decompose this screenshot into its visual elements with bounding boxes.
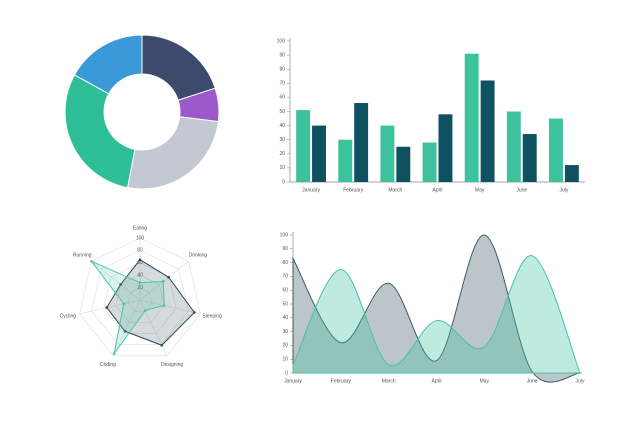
bar xyxy=(438,114,453,182)
radar-point xyxy=(119,283,122,286)
category-label: Coding xyxy=(100,362,116,368)
grid-ring xyxy=(115,274,165,323)
bar xyxy=(354,103,369,182)
bar xyxy=(312,125,326,182)
donut-segment xyxy=(141,34,216,101)
y-tick-label: 60 xyxy=(279,95,285,101)
radar-point xyxy=(112,352,116,355)
area xyxy=(292,255,581,374)
radar-point xyxy=(143,309,147,312)
y-tick-label: 40 xyxy=(279,123,285,129)
y-tick-label: 100 xyxy=(280,232,289,238)
radar-point xyxy=(160,343,164,347)
radar-point xyxy=(138,258,142,262)
x-tick-label: May xyxy=(480,378,490,384)
category-label: Cycling xyxy=(60,313,77,319)
spoke xyxy=(112,299,141,356)
bar xyxy=(522,134,537,182)
area xyxy=(292,234,581,383)
x-tick-label: June xyxy=(516,187,527,193)
radar-point xyxy=(193,311,196,314)
y-tick-label: 20 xyxy=(282,343,288,349)
bar xyxy=(296,110,311,182)
x-tick-label: February xyxy=(331,378,352,384)
radar-point xyxy=(138,281,142,284)
x-tick-label: June xyxy=(527,378,538,384)
y-tick-label: 90 xyxy=(282,246,288,252)
radar-point xyxy=(167,275,170,279)
y-tick-label: 0 xyxy=(285,370,288,376)
y-tick-label: 40 xyxy=(282,315,288,321)
radar-point xyxy=(90,260,93,263)
y-tick-label: 10 xyxy=(282,357,288,363)
y-tick-label: 10 xyxy=(279,165,285,171)
x-tick-label: January xyxy=(302,187,320,193)
radar-point xyxy=(161,280,165,283)
category-label: Designing xyxy=(161,362,183,368)
x-tick-label: May xyxy=(475,187,485,193)
donut-segment xyxy=(126,116,219,190)
x-tick-label: January xyxy=(284,378,302,384)
donut-segment xyxy=(73,34,143,95)
y-tick-label: 100 xyxy=(277,38,286,44)
grid-ring xyxy=(103,262,177,334)
bar xyxy=(506,111,521,182)
radar-point xyxy=(105,306,109,309)
y-tick-label: 70 xyxy=(282,274,288,280)
bar xyxy=(549,118,563,182)
radar-point xyxy=(162,304,166,307)
y-tick-label: 0 xyxy=(282,179,285,185)
y-tick-label: 80 xyxy=(282,260,288,266)
category-label: Eating xyxy=(133,225,147,231)
y-tick-label: 30 xyxy=(282,329,288,335)
donut-segment xyxy=(64,74,136,189)
category-label: Sleeping xyxy=(202,313,222,319)
category-label: Drinking xyxy=(189,252,208,258)
spoke xyxy=(139,299,168,356)
bar xyxy=(564,165,579,182)
category-label: Running xyxy=(73,252,92,258)
x-tick-label: February xyxy=(343,187,364,193)
x-tick-label: July xyxy=(576,378,585,384)
radar-area xyxy=(106,259,196,346)
grid-ring xyxy=(79,237,201,357)
y-tick-label: 90 xyxy=(279,52,285,58)
y-tick-label: 30 xyxy=(279,137,285,143)
y-tick-label: 50 xyxy=(282,301,288,307)
x-tick-label: July xyxy=(559,187,568,193)
y-tick-label: 20 xyxy=(279,151,285,157)
radar-area xyxy=(89,260,165,354)
spoke xyxy=(139,299,201,315)
bar xyxy=(396,146,411,182)
y-tick-label: 60 xyxy=(282,288,288,294)
y-tick-label: 80 xyxy=(279,67,285,73)
x-tick-label: April xyxy=(432,187,442,193)
y-tick-label: 70 xyxy=(279,81,285,87)
spoke xyxy=(79,299,141,315)
x-tick-label: March xyxy=(388,187,402,193)
grid-ring xyxy=(91,250,189,345)
spoke xyxy=(91,261,141,301)
x-tick-label: April xyxy=(431,378,441,384)
grid-ring xyxy=(127,287,153,312)
radar-point xyxy=(122,302,125,306)
radar-point xyxy=(123,329,127,333)
bar xyxy=(422,142,437,182)
x-tick-label: March xyxy=(382,378,396,384)
bar xyxy=(480,80,495,182)
y-tick-label: 50 xyxy=(279,109,285,115)
bar xyxy=(338,139,353,182)
bar xyxy=(380,125,395,182)
bar xyxy=(464,53,479,182)
